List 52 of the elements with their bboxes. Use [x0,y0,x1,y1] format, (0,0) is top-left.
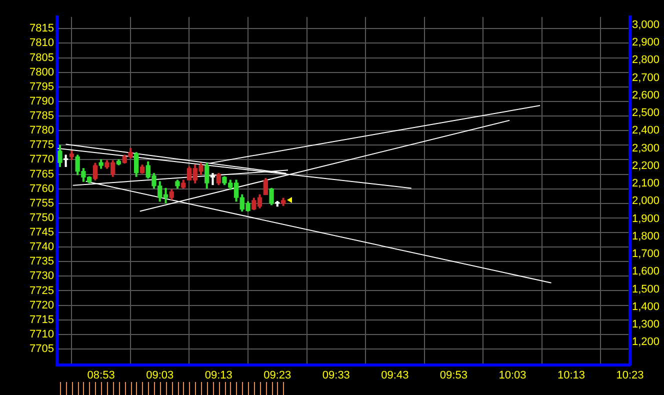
y-tick-label: 7750 [30,212,54,224]
y-tick-label: 7710 [30,328,54,340]
x-tick-label: 10:23 [616,370,644,382]
y2-tick-label: 1,400 [632,300,660,313]
y-tick-label: 7705 [30,343,54,356]
y-tick-label: 7760 [30,182,54,195]
y2-tick-label: 2,400 [632,124,660,137]
x-tick-label: 08:53 [87,370,115,382]
y2-tick-label: 1,500 [632,283,660,296]
x-tick-label: 10:03 [498,370,526,382]
y-tick-label: 7715 [30,314,54,326]
y2-tick-label: 1,700 [632,248,660,260]
y-tick-label: 7815 [30,22,54,35]
y-tick-label: 7735 [30,256,54,268]
y-tick-label: 7720 [30,299,54,312]
x-tick-label: 09:23 [264,370,292,382]
y-tick-label: 7800 [30,66,54,78]
y-tick-label: 7785 [30,110,54,122]
y2-tick-label: 2,700 [632,72,660,84]
y-tick-label: 7740 [30,241,54,254]
y2-tick-label: 1,900 [632,212,660,225]
y-tick-label: 7770 [30,154,54,166]
x-tick-label: 09:43 [381,370,409,382]
x-tick-label: 09:33 [322,370,350,382]
y-tick-label: 7775 [30,139,54,152]
x-tick-label: 10:13 [557,370,586,382]
y2-tick-label: 2,500 [632,107,660,120]
y-tick-label: 7795 [30,80,54,93]
x-tick-label: 09:13 [204,370,232,382]
y2-tick-label: 3,000 [632,18,660,31]
y-tick-label: 7765 [30,168,54,180]
x-tick-label: 09:03 [146,370,174,382]
y2-tick-label: 1,300 [632,318,660,331]
y2-tick-label: 2,000 [632,195,660,208]
y2-tick-label: 1,600 [632,266,660,278]
y2-tick-label: 2,200 [632,160,660,172]
y-tick-label: 7730 [30,270,54,282]
y2-tick-label: 1,200 [632,336,660,348]
y-tick-label: 7780 [30,124,54,137]
y2-tick-label: 2,900 [632,36,660,49]
y-tick-label: 7755 [30,197,54,210]
y-tick-label: 7810 [30,37,54,50]
y2-tick-label: 2,800 [632,54,660,66]
y-tick-label: 7790 [30,95,54,108]
y-tick-label: 7725 [30,284,54,297]
y2-tick-label: 2,300 [632,142,660,154]
y2-tick-label: 1,800 [632,230,660,242]
y-tick-label: 7745 [30,226,54,239]
y2-tick-label: 2,600 [632,89,660,102]
y-tick-label: 7805 [30,52,54,64]
x-tick-label: 09:53 [440,370,468,382]
y2-tick-label: 2,100 [632,178,660,190]
